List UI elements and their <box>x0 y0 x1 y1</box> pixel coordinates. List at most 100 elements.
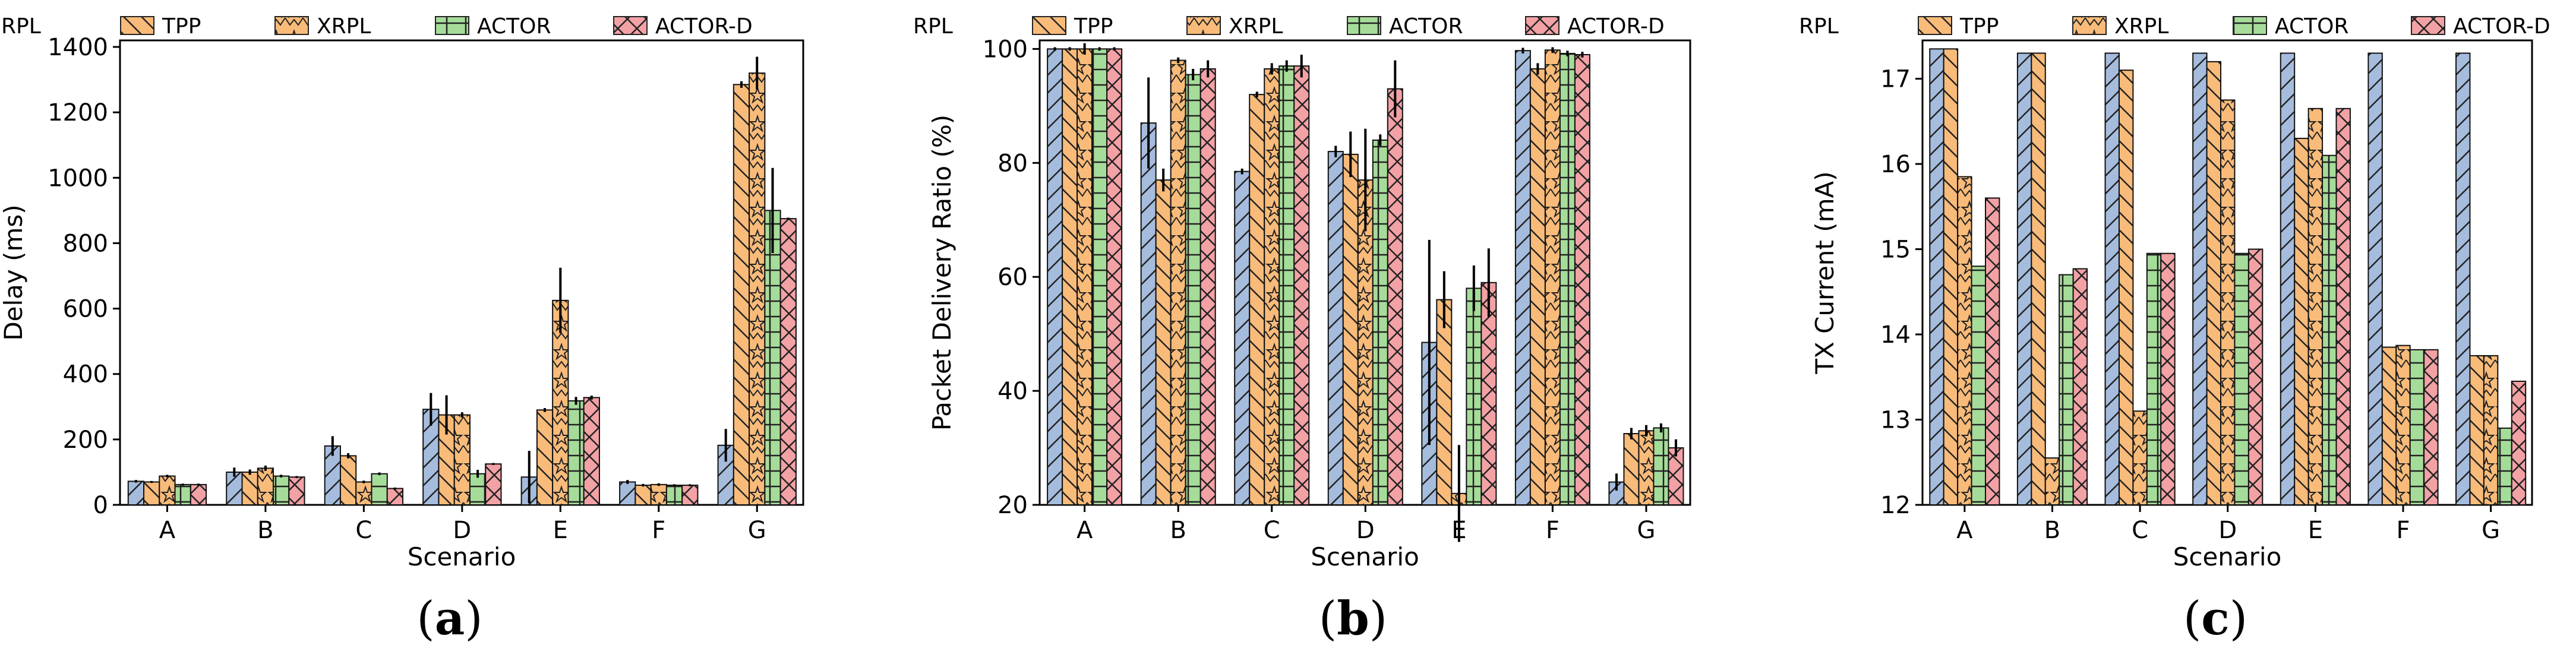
delay-bar-f-tpp-hatch <box>634 484 652 506</box>
pdr-ytick-label-80: 80 <box>997 150 1028 177</box>
tx-current-chart-legend: RPL TPP XRPL ACTOR ACTOR-D <box>1799 14 2550 39</box>
pdr-ytick-label-60: 60 <box>997 264 1028 291</box>
delay-bar-b-xrpl-hatch <box>257 467 274 505</box>
delay-bar-g-actor-d-hatch <box>779 218 797 505</box>
pdr-bar-a-actor-d-hatch <box>1106 48 1123 505</box>
pdr-ytick-label-100: 100 <box>983 36 1028 63</box>
pdr-bar-a-xrpl-hatch <box>1077 48 1093 505</box>
pdr-bar-f-actor-d-hatch <box>1574 53 1590 505</box>
pdr-bar-d-rpl-hatch <box>1327 151 1344 505</box>
pdr-legend-label-xrpl: XRPL <box>1229 14 1283 39</box>
tx-current-bar-e-actor-hatch <box>2322 154 2337 505</box>
delay-bar-a-xrpl-hatch <box>159 475 176 505</box>
tx-current-legend-hatch-actor-d <box>2411 16 2445 35</box>
tx-current-bar-a-actor-d-hatch <box>1985 197 2000 506</box>
tx-current-xtick-label-a: A <box>1956 517 1973 544</box>
pdr-bar-d-actor-d-hatch <box>1387 88 1403 505</box>
pdr-bar-b-actor-hatch <box>1185 74 1201 505</box>
delay-legend-hatch-xrpl <box>274 16 309 35</box>
tx-current-bar-f-rpl-hatch <box>2367 52 2383 505</box>
delay-bar-c-xrpl-hatch <box>355 481 372 505</box>
pdr-chart-caption-letter: b <box>1337 592 1369 646</box>
pdr-chart-xlabel: Scenario <box>1311 542 1419 571</box>
pdr-bar-c-rpl-hatch <box>1234 170 1251 505</box>
tx-current-bar-b-xrpl-hatch <box>2044 457 2060 506</box>
tx-current-bar-d-tpp-hatch <box>2206 61 2222 505</box>
tx-current-xtick-label-d: D <box>2218 517 2237 544</box>
tx-current-legend-label-actor: ACTOR <box>2275 14 2348 39</box>
delay-bar-a-actor-hatch <box>174 483 191 505</box>
tx-current-bar-d-actor-hatch <box>2234 252 2249 505</box>
pdr-legend-hatch-tpp <box>1032 16 1066 35</box>
pdr-xtick-label-a: A <box>1077 517 1093 544</box>
tx-current-ytick-label-12: 12 <box>1880 492 1911 519</box>
delay-chart-xlabel: Scenario <box>408 542 516 571</box>
tx-current-chart-caption: (c) <box>2183 592 2247 646</box>
pdr-ytick-label-20: 20 <box>997 492 1028 519</box>
delay-ytick-label-600: 600 <box>63 296 108 323</box>
delay-bar-c-tpp-hatch <box>339 455 357 505</box>
tx-current-xtick-label-g: G <box>2482 517 2500 544</box>
delay-bar-a-rpl-hatch <box>127 481 145 506</box>
delay-bar-f-actor-hatch <box>665 484 683 506</box>
delay-bar-c-actor-d-hatch <box>386 488 404 505</box>
pdr-legend-label-rpl: RPL <box>913 14 953 39</box>
delay-bar-b-actor-d-hatch <box>288 476 305 505</box>
delay-ytick-label-0: 0 <box>93 492 108 519</box>
tx-current-bar-c-actor-d-hatch <box>2160 252 2176 505</box>
delay-legend-label-tpp: TPP <box>162 14 201 39</box>
delay-chart-caption: (a) <box>416 592 482 646</box>
tx-current-xtick-label-c: C <box>2132 517 2148 544</box>
tx-current-bar-f-actor-hatch <box>2409 349 2425 505</box>
pdr-bar-g-actor-hatch <box>1653 427 1669 505</box>
pdr-xtick-label-b: B <box>1170 517 1186 544</box>
tx-current-bar-a-actor-hatch <box>1971 265 1987 505</box>
delay-legend-label-rpl: RPL <box>1 14 41 39</box>
pdr-bar-f-xrpl-hatch <box>1544 49 1561 506</box>
tx-current-chart-ylabel: TX Current (mA) <box>1810 171 1839 374</box>
pdr-bar-b-actor-d-hatch <box>1199 68 1216 505</box>
pdr-bar-a-actor-hatch <box>1091 48 1108 505</box>
pdr-bar-g-tpp-hatch <box>1623 433 1640 505</box>
pdr-legend-label-tpp: TPP <box>1074 14 1113 39</box>
delay-bar-a-tpp-hatch <box>143 481 160 505</box>
tx-current-xtick-label-e: E <box>2308 517 2323 544</box>
tx-current-bar-c-rpl-hatch <box>2104 52 2120 505</box>
pdr-xtick-label-d: D <box>1356 517 1375 544</box>
tx-current-bar-a-tpp-hatch <box>1943 48 1959 505</box>
delay-bar-d-actor-d-hatch <box>485 463 502 506</box>
pdr-legend-hatch-xrpl <box>1186 16 1221 35</box>
delay-legend-hatch-tpp <box>120 16 154 35</box>
delay-xtick-label-g: G <box>748 517 766 544</box>
delay-xtick-label-b: B <box>257 517 273 544</box>
tx-current-legend-label-xrpl: XRPL <box>2114 14 2168 39</box>
tx-current-bar-c-xrpl-hatch <box>2132 410 2148 506</box>
pdr-bar-e-tpp-hatch <box>1436 299 1453 505</box>
tx-current-ytick-label-13: 13 <box>1880 407 1911 434</box>
pdr-ytick-label-40: 40 <box>997 378 1028 405</box>
pdr-bar-a-rpl-hatch <box>1047 48 1063 505</box>
delay-legend-label-actor-d: ACTOR-D <box>655 14 753 39</box>
tx-current-bar-e-xrpl-hatch <box>2307 108 2324 505</box>
pdr-bar-c-tpp-hatch <box>1249 94 1265 505</box>
delay-bar-d-xrpl-hatch <box>453 414 471 505</box>
delay-chart: RPL TPP XRPL ACTOR ACTOR-D Delay (ms) Scenar… <box>0 14 804 646</box>
pdr-legend-label-actor: ACTOR <box>1389 14 1463 39</box>
delay-bar-f-actor-d-hatch <box>681 484 699 506</box>
delay-bar-g-actor-hatch <box>764 210 781 505</box>
delay-xtick-label-d: D <box>453 517 471 544</box>
delay-legend-hatch-actor <box>435 16 469 35</box>
pdr-bar-f-tpp-hatch <box>1529 68 1546 505</box>
tx-current-xtick-label-f: F <box>2396 517 2410 544</box>
delay-chart-legend: RPL TPP XRPL ACTOR ACTOR-D <box>1 14 753 39</box>
pdr-bar-f-actor-hatch <box>1559 53 1576 505</box>
delay-legend-hatch-actor-d <box>613 16 648 35</box>
delay-bar-b-tpp-hatch <box>241 471 258 505</box>
tx-current-bar-e-rpl-hatch <box>2280 52 2296 505</box>
tx-current-bar-b-rpl-hatch <box>2016 52 2032 505</box>
delay-bar-d-actor-hatch <box>469 473 487 506</box>
tx-current-bar-c-tpp-hatch <box>2118 69 2134 506</box>
tx-current-bar-g-actor-d-hatch <box>2511 380 2527 505</box>
delay-bar-b-rpl-hatch <box>226 471 243 505</box>
